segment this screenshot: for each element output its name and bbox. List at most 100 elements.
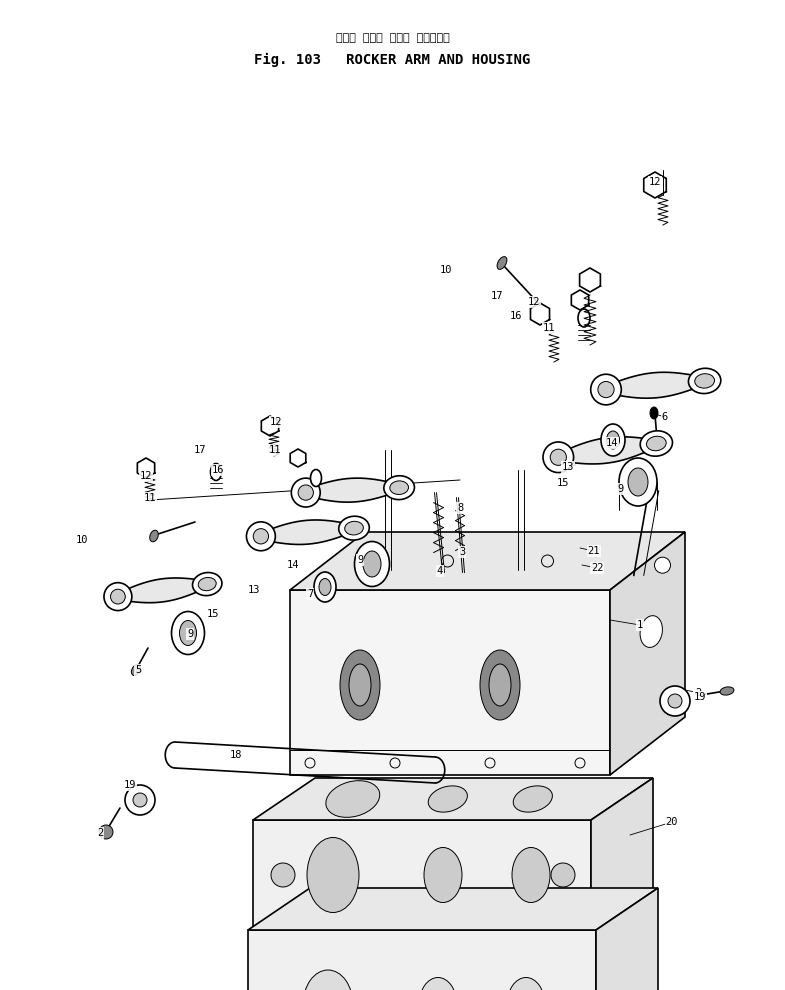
- Ellipse shape: [199, 577, 216, 591]
- Text: 16: 16: [212, 465, 225, 475]
- Ellipse shape: [619, 458, 657, 506]
- Ellipse shape: [180, 621, 196, 645]
- Circle shape: [598, 381, 614, 398]
- Text: 12: 12: [528, 297, 540, 307]
- Ellipse shape: [131, 664, 141, 675]
- Circle shape: [551, 863, 575, 887]
- Ellipse shape: [688, 368, 721, 394]
- Polygon shape: [591, 778, 653, 930]
- Circle shape: [291, 478, 320, 507]
- Ellipse shape: [171, 612, 205, 654]
- Circle shape: [133, 793, 147, 807]
- Ellipse shape: [424, 847, 462, 903]
- Text: 13: 13: [248, 585, 261, 595]
- Circle shape: [668, 694, 682, 708]
- Ellipse shape: [355, 542, 389, 586]
- Text: 6: 6: [662, 412, 668, 422]
- Circle shape: [655, 557, 670, 573]
- Ellipse shape: [419, 977, 457, 990]
- Circle shape: [111, 589, 126, 604]
- Text: 17: 17: [491, 291, 503, 301]
- Polygon shape: [305, 478, 400, 502]
- Ellipse shape: [513, 786, 553, 812]
- Ellipse shape: [647, 437, 666, 450]
- Text: 19: 19: [694, 692, 707, 702]
- Polygon shape: [290, 590, 610, 775]
- Ellipse shape: [349, 664, 371, 706]
- Ellipse shape: [628, 468, 648, 496]
- Polygon shape: [248, 930, 596, 990]
- Text: 3: 3: [459, 547, 466, 557]
- Ellipse shape: [210, 463, 221, 480]
- Text: 16: 16: [509, 311, 522, 321]
- Text: 22: 22: [591, 563, 603, 573]
- Text: 12: 12: [270, 417, 283, 427]
- Text: 11: 11: [144, 493, 156, 503]
- Ellipse shape: [428, 786, 467, 812]
- Text: 14: 14: [606, 438, 619, 448]
- Text: 19: 19: [124, 780, 137, 790]
- Ellipse shape: [480, 650, 520, 720]
- Ellipse shape: [650, 407, 658, 419]
- Ellipse shape: [150, 531, 159, 542]
- Circle shape: [298, 485, 313, 500]
- Text: ロッカ  アーム  および  ハウジング: ロッカ アーム および ハウジング: [336, 33, 449, 43]
- Polygon shape: [261, 520, 354, 544]
- Ellipse shape: [345, 522, 363, 535]
- Text: 15: 15: [557, 478, 569, 488]
- Ellipse shape: [384, 476, 414, 500]
- Ellipse shape: [192, 572, 222, 596]
- Polygon shape: [596, 888, 658, 990]
- Ellipse shape: [303, 970, 353, 990]
- Ellipse shape: [641, 431, 673, 456]
- Text: 12: 12: [648, 177, 661, 187]
- Polygon shape: [253, 778, 653, 820]
- Ellipse shape: [307, 838, 359, 913]
- Ellipse shape: [607, 431, 619, 449]
- Circle shape: [543, 442, 574, 472]
- Ellipse shape: [720, 687, 734, 695]
- Text: 10: 10: [440, 265, 452, 275]
- Text: 8: 8: [457, 503, 463, 513]
- Circle shape: [104, 583, 132, 611]
- Text: 18: 18: [230, 750, 243, 760]
- Ellipse shape: [314, 572, 336, 602]
- Text: 11: 11: [268, 445, 281, 455]
- Ellipse shape: [363, 551, 381, 577]
- Polygon shape: [248, 888, 658, 930]
- Polygon shape: [558, 437, 657, 464]
- Circle shape: [271, 863, 295, 887]
- Text: 11: 11: [542, 323, 555, 333]
- Circle shape: [125, 785, 155, 815]
- Text: 5: 5: [135, 665, 141, 675]
- Text: 14: 14: [287, 560, 299, 570]
- Text: 10: 10: [75, 535, 88, 545]
- Ellipse shape: [512, 847, 550, 903]
- Text: 9: 9: [187, 629, 193, 639]
- Ellipse shape: [578, 309, 590, 327]
- Ellipse shape: [497, 256, 507, 269]
- Text: Fig. 103   ROCKER ARM AND HOUSING: Fig. 103 ROCKER ARM AND HOUSING: [254, 52, 531, 67]
- Text: 9: 9: [617, 484, 623, 494]
- Text: 2: 2: [695, 688, 701, 698]
- Ellipse shape: [340, 650, 380, 720]
- Text: 21: 21: [588, 546, 601, 556]
- Text: 17: 17: [194, 445, 206, 455]
- Circle shape: [550, 449, 567, 465]
- Text: 7: 7: [307, 589, 313, 599]
- Polygon shape: [610, 532, 685, 775]
- Text: 2: 2: [97, 828, 103, 838]
- Ellipse shape: [390, 481, 408, 494]
- Ellipse shape: [695, 373, 714, 388]
- Text: 9: 9: [357, 555, 363, 565]
- Circle shape: [660, 686, 690, 716]
- Ellipse shape: [319, 578, 331, 596]
- Text: 12: 12: [140, 471, 152, 481]
- Text: 15: 15: [206, 609, 219, 619]
- Circle shape: [254, 529, 268, 544]
- Polygon shape: [118, 578, 208, 603]
- Polygon shape: [606, 372, 705, 398]
- Text: 1: 1: [637, 620, 643, 630]
- Text: 20: 20: [666, 817, 678, 827]
- Ellipse shape: [326, 781, 380, 818]
